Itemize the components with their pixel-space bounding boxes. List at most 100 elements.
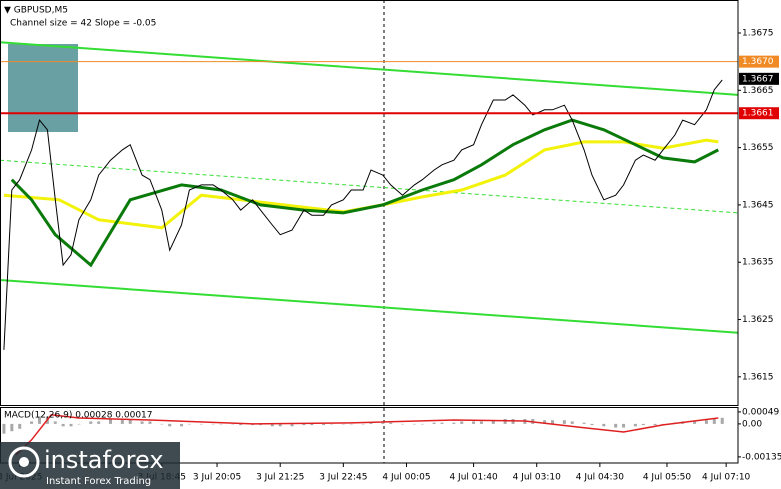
macd-bar [389, 422, 393, 424]
macd-bar [440, 422, 444, 424]
macd-bar [551, 420, 555, 424]
level-label: 1.3670 [742, 57, 774, 67]
price-series [10, 118, 719, 268]
macd-bar [109, 419, 113, 424]
macd-bar [614, 423, 618, 428]
y-tick-label: 1.3655 [742, 143, 774, 153]
macd-bar [148, 421, 152, 424]
macd-bar [712, 419, 716, 424]
macd-bar [570, 421, 574, 424]
macd-bar [69, 423, 73, 427]
y-tick-label: 1.3635 [742, 258, 774, 268]
macd-bar [187, 423, 191, 425]
level-tag [739, 72, 779, 85]
price-series [3, 79, 723, 350]
macd-bar [97, 421, 101, 424]
macd-bar [653, 423, 657, 426]
macd-bar [37, 416, 41, 424]
macd-bar [641, 423, 645, 426]
macd-bar [412, 423, 416, 425]
macd-bar [330, 423, 334, 425]
macd-bar [401, 423, 405, 425]
macd-bar [270, 423, 274, 427]
macd-bar [562, 420, 566, 424]
macd-bar [120, 419, 124, 424]
price-frame [0, 0, 739, 406]
price-plot [0, 41, 738, 350]
x-tick-label: 4 Jul 04:30 [576, 473, 625, 483]
macd-bar [452, 422, 456, 424]
macd-bar [420, 423, 424, 425]
macd-bar [199, 423, 203, 425]
logo-icon [8, 446, 40, 478]
macd-bar [661, 423, 665, 425]
y-tick-label: 1.3665 [742, 86, 774, 96]
level-label: 1.3661 [742, 109, 774, 119]
macd-bar [180, 423, 184, 427]
macd-bar [491, 420, 495, 424]
macd-frame [0, 407, 739, 464]
macd-bar [310, 423, 314, 426]
chart-title: ▼ GBPUSD,M5 [4, 6, 68, 16]
macd-bar [89, 421, 93, 424]
macd-bar [77, 423, 81, 425]
x-tick-label: 4 Jul 05:50 [643, 473, 692, 483]
logo-name: instaforex [44, 446, 164, 474]
macd-bar [2, 423, 6, 434]
level-tag [739, 55, 779, 68]
macd-bar [30, 421, 34, 424]
price-series [0, 41, 738, 96]
macd-bar [602, 423, 606, 427]
macd-bar [622, 423, 626, 428]
signal-line [15, 414, 719, 456]
macd-bar [211, 423, 215, 425]
x-tick-label: 3 Jul 22:45 [319, 473, 367, 483]
y-tick-label: -0.00135 [742, 452, 781, 462]
macd-bar [302, 423, 306, 426]
level-tag [739, 107, 779, 120]
macd-bar [290, 423, 294, 427]
macd-bar [720, 417, 724, 424]
macd-bar [704, 420, 708, 424]
macd-bar [369, 422, 373, 424]
macd-bar [322, 423, 326, 426]
chart-subtitle: Channel size = 42 Slope = -0.05 [10, 19, 156, 29]
y-tick-label: 0.00 [742, 419, 762, 429]
range-box [8, 44, 78, 132]
macd-bar [278, 423, 282, 427]
macd-bar [53, 421, 57, 424]
macd-bar [10, 423, 14, 432]
y-tick-label: 0.00049 [742, 407, 779, 417]
y-tick-label: 1.3645 [742, 200, 774, 210]
y-tick-label: 1.3625 [742, 315, 774, 325]
x-tick-label: 3 Jul 21:25 [256, 473, 304, 483]
macd-bar [590, 423, 594, 426]
macd-bar [140, 421, 144, 424]
x-tick-label: 4 Jul 07:10 [702, 473, 751, 483]
macd-bar [582, 422, 586, 424]
macd-bar [160, 423, 164, 425]
x-tick-label: 3 Jul 20:05 [193, 473, 241, 483]
macd-bar [633, 423, 637, 427]
macd-bar [128, 419, 132, 424]
macd-bar [239, 423, 243, 426]
macd-bar [479, 421, 483, 424]
logo: instaforex Instant Forex Trading [0, 442, 180, 489]
logo-tagline: Instant Forex Trading [46, 476, 151, 487]
x-tick-label: 4 Jul 01:40 [449, 473, 498, 483]
macd-bar [460, 421, 464, 424]
macd-bar [432, 422, 436, 424]
macd-bar [61, 423, 65, 427]
macd-bar [693, 421, 697, 424]
macd-bar [361, 423, 365, 425]
macd-bar [543, 420, 547, 424]
macd-title: MACD(12,26,9) 0.00028 0.00017 [4, 411, 153, 421]
x-tick-label: 4 Jul 00:05 [382, 473, 430, 483]
macd-bar [341, 423, 345, 425]
macd-bar [18, 423, 22, 429]
macd-plot [2, 414, 724, 456]
x-tick-label: 4 Jul 03:10 [513, 473, 562, 483]
macd-bar [168, 423, 172, 427]
macd-bar [472, 421, 476, 424]
